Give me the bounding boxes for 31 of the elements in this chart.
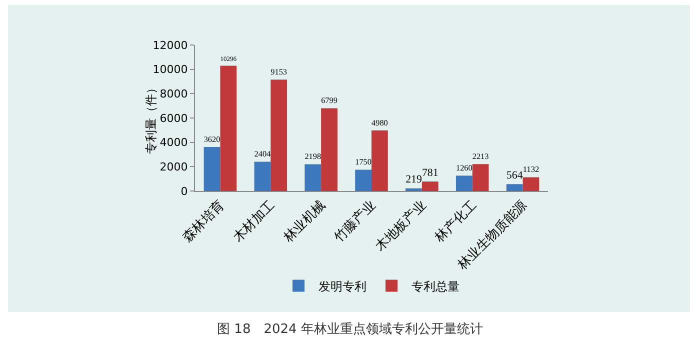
bar xyxy=(304,164,322,191)
y-tick-label: 12000 xyxy=(152,38,188,52)
bar xyxy=(456,176,472,191)
y-tick-label: 6000 xyxy=(160,112,188,125)
bar xyxy=(472,164,489,191)
bar xyxy=(204,146,220,191)
data-label: 781 xyxy=(422,166,438,179)
legend-label: 发明专利 xyxy=(318,279,366,294)
bar xyxy=(270,80,288,191)
y-tick-label: 4000 xyxy=(160,136,188,150)
bar xyxy=(406,188,422,191)
bar xyxy=(254,162,271,191)
bar xyxy=(321,108,338,191)
y-tick-label: 10000 xyxy=(152,63,188,76)
bar xyxy=(522,177,540,191)
y-tick-label: 8000 xyxy=(160,88,188,101)
y-tick-label: 0 xyxy=(180,184,188,198)
x-tick-label: 木材加工 xyxy=(230,197,278,245)
bar xyxy=(422,182,438,191)
data-label: 219 xyxy=(406,174,422,186)
data-label: 564 xyxy=(506,169,524,182)
bar xyxy=(355,170,372,191)
bar xyxy=(220,66,237,191)
x-tick-label: 森林培育 xyxy=(180,197,227,245)
bar xyxy=(506,184,523,191)
caption: 图 18 2024 年林业重点领域专利公开量统计 xyxy=(216,321,484,338)
x-tick-label: 林业机械 xyxy=(280,197,328,246)
y-axis-title: 专利量（件） xyxy=(144,82,158,154)
y-tick-label: 2000 xyxy=(160,160,188,174)
bar xyxy=(372,130,388,191)
legend-label: 专利总量 xyxy=(412,279,460,294)
